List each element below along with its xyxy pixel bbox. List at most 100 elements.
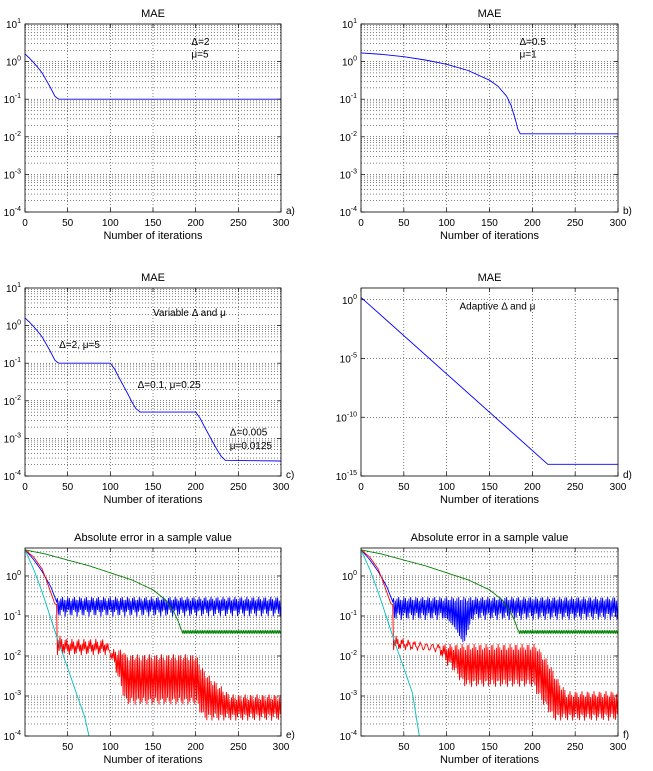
y-tick-label: 10-1 [4, 610, 21, 623]
annotation: Variable Δ and μ [153, 308, 226, 319]
y-tick-label: 10-1 [4, 357, 21, 370]
y-tick-exponent: 0 [17, 56, 21, 63]
y-tick-base: 10 [4, 472, 16, 483]
y-tick-label: 10-1 [340, 610, 357, 623]
y-tick-exponent: -2 [351, 650, 357, 657]
y-tick-exponent: -1 [15, 610, 21, 617]
y-tick-base: 10 [340, 652, 352, 663]
y-tick-base: 10 [336, 413, 348, 424]
annotation: μ=0.0125 [230, 441, 273, 452]
y-tick-base: 10 [6, 20, 18, 31]
y-tick-base: 10 [4, 612, 16, 623]
y-tick-exponent: -3 [15, 432, 21, 439]
x-tick-label: 200 [187, 482, 204, 493]
y-tick-exponent: 0 [17, 320, 21, 327]
panel-d: 0 50 100 150 200 250 30010-1510-1010-5100MAENu… [336, 272, 632, 506]
grid [25, 24, 281, 212]
annotation: Δ=0.1, μ=0.25 [138, 380, 201, 391]
annotation: Adaptive Δ and μ [460, 301, 536, 312]
grid [25, 548, 281, 736]
series-group [361, 297, 618, 465]
x-tick-label: 150 [481, 218, 498, 229]
x-tick-label: 300 [610, 218, 627, 229]
x-tick-label: 300 [273, 742, 290, 753]
x-tick-label: 0 [22, 218, 28, 229]
y-tick-base: 10 [340, 355, 352, 366]
x-tick-label: 150 [481, 742, 498, 753]
series-line-MAE [25, 53, 281, 100]
annotation: Δ=0.5 [519, 37, 546, 48]
x-tick-label: 300 [273, 482, 290, 493]
y-tick-exponent: -1 [15, 93, 21, 100]
y-tick-base: 10 [340, 170, 352, 181]
annotation: Δ=0.005 [230, 427, 268, 438]
x-tick-label: 50 [62, 218, 74, 229]
chart-title: MAE [141, 8, 165, 20]
y-tick-base: 10 [6, 284, 18, 295]
y-tick-exponent: 1 [17, 18, 21, 25]
y-tick-label: 10-3 [340, 168, 357, 181]
y-tick-label: 10-2 [4, 650, 21, 663]
y-tick-exponent: -1 [351, 610, 357, 617]
y-tick-label: 10-2 [340, 131, 357, 144]
y-tick-base: 10 [6, 58, 18, 69]
x-tick-label: 50 [62, 482, 74, 493]
series-group [25, 53, 281, 100]
annotation: μ=5 [191, 49, 209, 60]
x-tick-label: 0 [22, 482, 28, 493]
y-tick-exponent: -1 [351, 93, 357, 100]
series-line-MAE [361, 297, 618, 465]
x-tick-label: 50 [398, 482, 410, 493]
y-tick-base: 10 [4, 434, 16, 445]
panel-f: 50 100 150 200 250 30010-410-310-210-1100Abso… [340, 532, 629, 766]
y-tick-label: 100 [6, 56, 21, 69]
y-tick-label: 10-4 [340, 206, 357, 219]
y-tick-base: 10 [340, 95, 352, 106]
y-tick-base: 10 [340, 732, 352, 743]
y-tick-exponent: -15 [347, 470, 357, 477]
x-tick-label: 300 [610, 742, 627, 753]
y-tick-exponent: -2 [351, 131, 357, 138]
x-tick-label: 50 [398, 742, 410, 753]
annotation: Δ=2, μ=5 [59, 340, 100, 351]
x-tick-label: 150 [481, 482, 498, 493]
y-tick-exponent: -5 [351, 353, 357, 360]
x-tick-label: 250 [567, 218, 584, 229]
y-tick-label: 10-15 [336, 470, 357, 483]
y-tick-base: 10 [340, 612, 352, 623]
y-tick-label: 10-3 [4, 168, 21, 181]
series-group [25, 317, 281, 462]
y-tick-label: 10-4 [4, 206, 21, 219]
y-tick-label: 101 [6, 282, 21, 295]
y-tick-base: 10 [336, 472, 348, 483]
panel-label: d) [623, 470, 632, 481]
y-tick-base: 10 [4, 95, 16, 106]
panel-e: 50 100 150 200 250 30010-410-310-210-1100Abso… [4, 532, 295, 766]
chart-title: MAE [478, 8, 502, 20]
x-tick-label: 250 [567, 482, 584, 493]
y-tick-label: 10-3 [4, 690, 21, 703]
x-tick-label: 200 [187, 742, 204, 753]
x-tick-label: 250 [567, 742, 584, 753]
y-tick-exponent: -3 [351, 168, 357, 175]
y-tick-base: 10 [4, 732, 16, 743]
y-tick-label: 10-4 [4, 470, 21, 483]
y-tick-exponent: 0 [17, 570, 21, 577]
annotation: Δ=2 [191, 37, 210, 48]
y-tick-label: 100 [342, 570, 357, 583]
y-tick-exponent: -2 [15, 650, 21, 657]
annotation: μ=1 [519, 49, 537, 60]
y-tick-label: 10-3 [340, 690, 357, 703]
x-tick-label: 50 [398, 218, 410, 229]
chart-title: MAE [141, 272, 165, 284]
panel-b: 0 50 100 150 200 250 30010-410-310-210-1100101… [340, 8, 632, 242]
y-tick-base: 10 [4, 652, 16, 663]
y-tick-label: 10-4 [340, 730, 357, 743]
y-tick-base: 10 [342, 296, 354, 307]
x-tick-label: 100 [102, 742, 119, 753]
x-axis-label: Number of iterations [440, 230, 540, 242]
y-tick-exponent: -4 [15, 206, 21, 213]
x-tick-label: 100 [438, 218, 455, 229]
y-tick-base: 10 [342, 572, 354, 583]
y-tick-exponent: -4 [351, 206, 357, 213]
